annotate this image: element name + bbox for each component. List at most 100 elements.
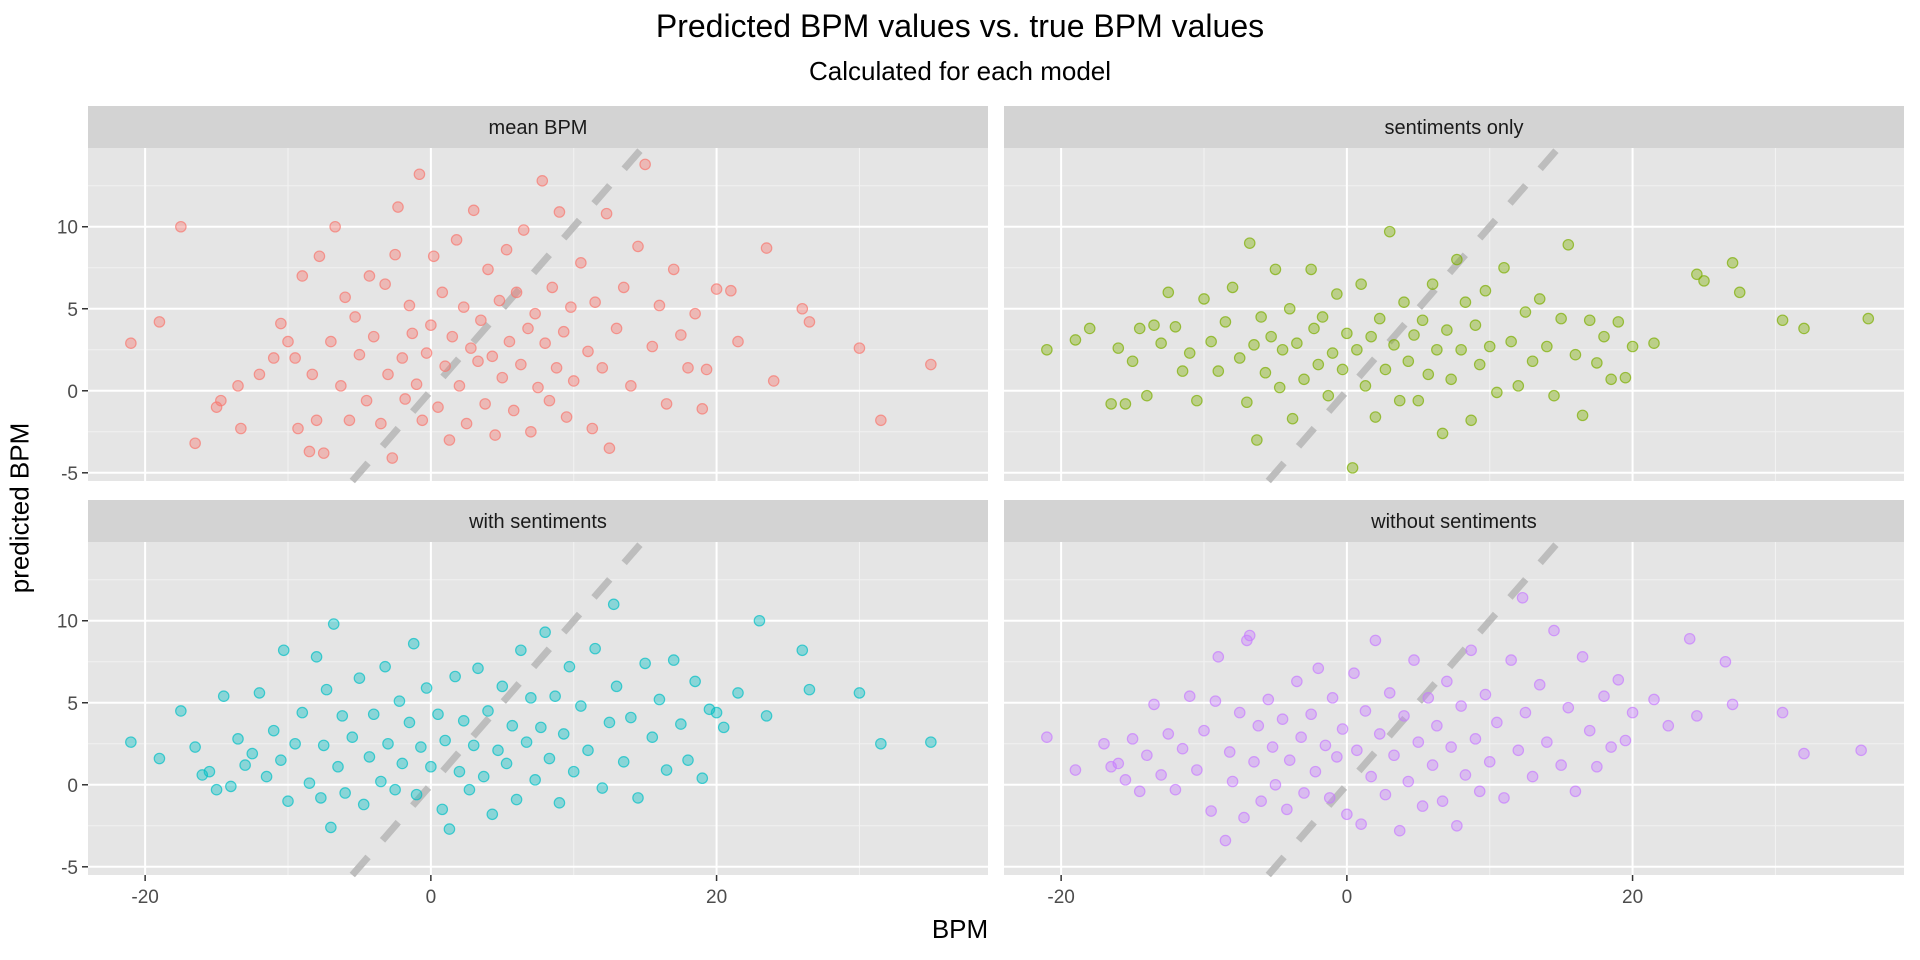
data-point xyxy=(1176,365,1189,377)
data-point xyxy=(1512,744,1525,757)
data-point xyxy=(1365,770,1377,783)
data-point xyxy=(275,754,287,766)
data-point xyxy=(489,429,501,441)
data-point xyxy=(1083,322,1096,335)
data-point xyxy=(275,317,287,330)
data-point xyxy=(175,220,187,233)
data-point xyxy=(1569,785,1582,798)
data-point xyxy=(853,342,866,354)
data-point xyxy=(327,618,340,630)
data-point xyxy=(543,394,556,407)
panel-without-sentiments: without sentiments -20 0 20 xyxy=(1004,500,1904,908)
data-point xyxy=(379,278,391,290)
data-point xyxy=(420,347,433,359)
data-point xyxy=(1422,368,1435,381)
panel-background xyxy=(1004,148,1904,481)
data-point xyxy=(1041,343,1053,356)
data-point xyxy=(1226,281,1239,294)
data-point xyxy=(432,708,444,721)
data-point xyxy=(1183,347,1196,359)
data-point xyxy=(296,270,309,282)
data-point xyxy=(1598,690,1610,702)
data-point xyxy=(1691,710,1703,722)
data-point xyxy=(1562,238,1575,251)
data-point xyxy=(1205,335,1217,348)
data-point xyxy=(660,398,673,410)
data-point xyxy=(125,337,137,350)
data-point xyxy=(235,422,247,435)
data-point xyxy=(325,335,337,348)
data-point xyxy=(539,337,551,350)
data-point xyxy=(1252,719,1265,732)
data-point xyxy=(560,411,573,423)
data-point xyxy=(289,737,301,750)
data-point xyxy=(1412,394,1425,407)
data-point xyxy=(767,375,780,387)
data-point xyxy=(427,250,440,263)
data-point xyxy=(1505,335,1517,348)
data-point xyxy=(1069,764,1082,776)
data-point xyxy=(682,754,694,766)
data-point xyxy=(1133,785,1146,798)
y-tick-label: 10 xyxy=(57,218,78,239)
data-point xyxy=(1219,834,1232,847)
data-point xyxy=(1226,775,1239,788)
data-point xyxy=(203,765,216,778)
data-point xyxy=(407,637,420,650)
data-point xyxy=(1319,739,1332,752)
data-point xyxy=(1238,811,1250,824)
data-point xyxy=(525,692,537,704)
panel-mean-bpm: mean BPM -5 0 5 10 xyxy=(57,106,988,485)
data-point xyxy=(1519,306,1532,318)
data-point xyxy=(553,206,566,218)
data-point xyxy=(675,718,687,730)
data-point xyxy=(1326,347,1339,359)
data-point xyxy=(1408,654,1420,666)
data-point xyxy=(1219,316,1232,328)
data-point xyxy=(675,329,687,341)
data-point xyxy=(436,286,449,299)
data-point xyxy=(1455,343,1467,356)
data-point xyxy=(153,316,166,328)
data-point xyxy=(1198,724,1210,737)
data-point xyxy=(196,769,209,781)
data-point xyxy=(1498,792,1510,804)
data-point xyxy=(1298,787,1310,799)
data-point xyxy=(1348,667,1360,680)
data-point xyxy=(1626,340,1639,353)
data-point xyxy=(515,358,527,371)
data-point xyxy=(463,783,476,796)
data-point xyxy=(420,682,433,694)
data-point xyxy=(1336,363,1349,376)
data-point xyxy=(1469,733,1482,745)
data-point xyxy=(339,291,351,304)
data-point xyxy=(525,425,537,438)
data-point xyxy=(1331,751,1343,763)
data-point xyxy=(803,683,816,696)
data-point xyxy=(386,452,399,464)
data-point xyxy=(760,242,773,254)
data-point xyxy=(1436,795,1449,807)
data-point xyxy=(1283,302,1296,315)
data-point xyxy=(282,335,294,348)
data-point xyxy=(1126,733,1139,745)
data-point xyxy=(1365,330,1377,343)
data-point xyxy=(596,782,609,794)
panel-with-sentiments: with sentiments -5 0 5 10 -20 0 20 xyxy=(57,500,988,908)
y-tick-label: 5 xyxy=(67,300,78,321)
data-point xyxy=(425,319,437,331)
data-point xyxy=(1308,322,1320,335)
data-point xyxy=(543,752,556,765)
data-point xyxy=(667,654,680,666)
data-point xyxy=(392,201,404,213)
data-point xyxy=(700,363,713,376)
data-point xyxy=(503,335,516,348)
data-point xyxy=(796,302,809,315)
data-point xyxy=(1662,719,1675,732)
data-point xyxy=(446,330,459,343)
data-point xyxy=(1505,654,1517,666)
data-point xyxy=(1209,695,1222,707)
data-point xyxy=(317,739,330,752)
data-point xyxy=(1619,371,1632,384)
